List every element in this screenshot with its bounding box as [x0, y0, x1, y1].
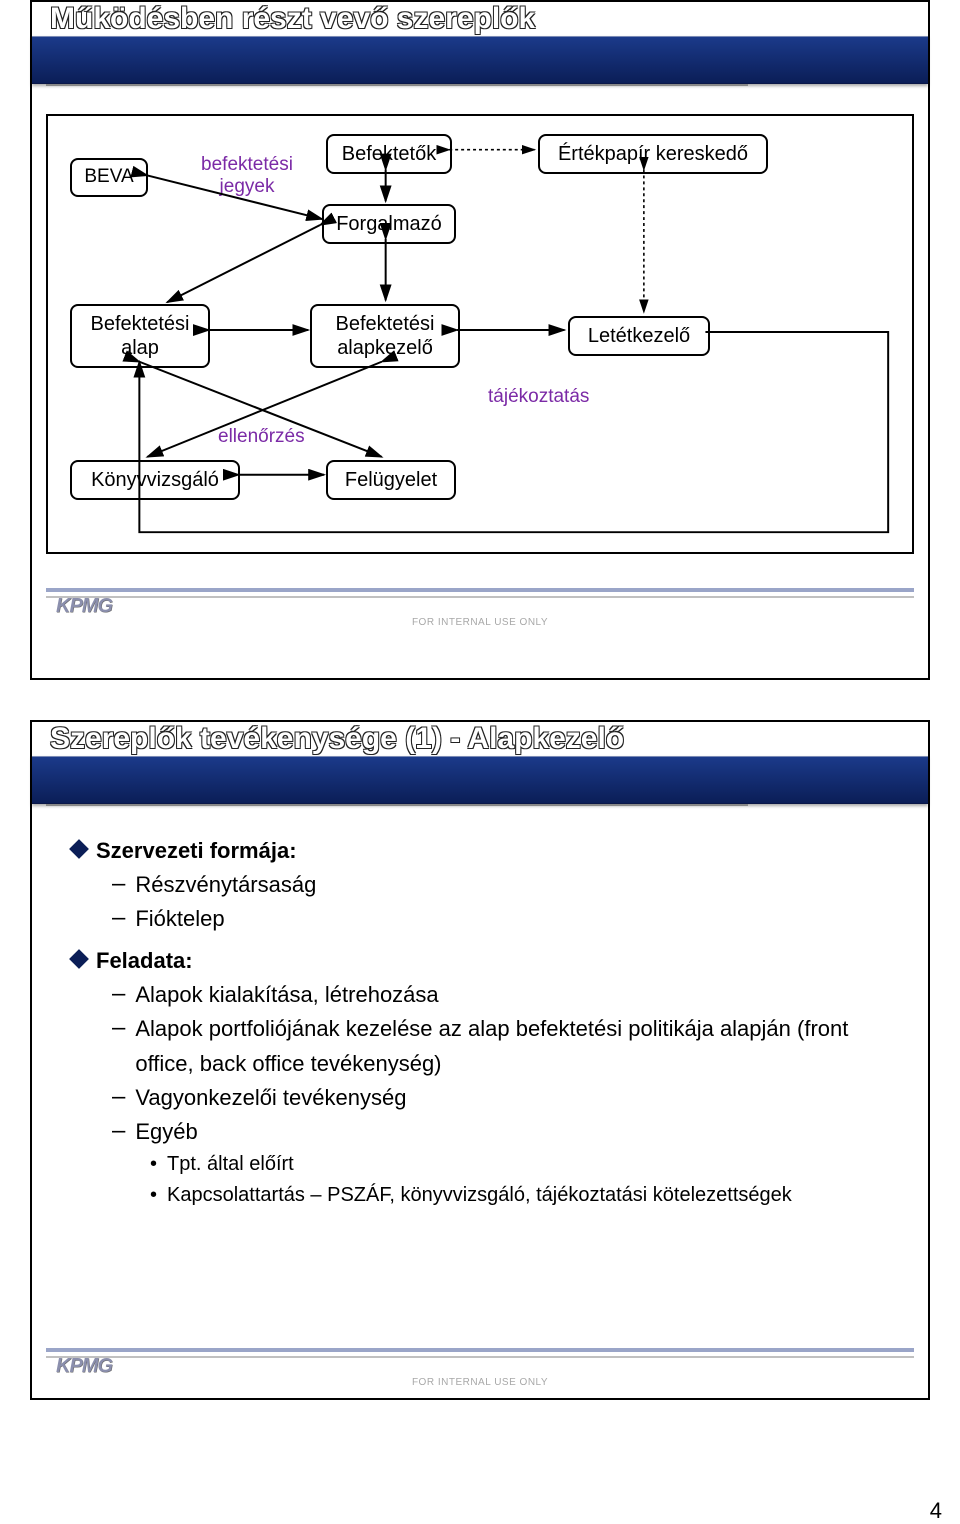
node-alapkezelo-label: Befektetési alapkezelő	[336, 313, 435, 359]
node-befalap-label: Befektetési alap	[91, 313, 190, 359]
b2a: Részvénytársaság	[135, 868, 316, 902]
bullet-l3: • Kapcsolattartás – PSZÁF, könyvvizsgáló,…	[150, 1180, 900, 1211]
b3a: Tpt. által előírt	[167, 1149, 294, 1180]
footer-internal: FOR INTERNAL USE ONLY	[32, 617, 928, 628]
bullet-l2: –Egyéb	[112, 1115, 900, 1149]
footer-line2	[46, 596, 914, 598]
b3b: Kapcsolattartás – PSZÁF, könyvvizsgáló, …	[167, 1180, 792, 1211]
label-befjegyek: befektetési jegyek	[192, 154, 302, 198]
dash-icon: –	[112, 902, 125, 936]
b1a: Szervezeti formája:	[96, 834, 297, 868]
b2b: Fióktelep	[135, 902, 224, 936]
page-number: 4	[930, 1498, 942, 1524]
b2c: Alapok kialakítása, létrehozása	[135, 978, 438, 1012]
slide2-footer: KPMG FOR INTERNAL USE ONLY	[32, 1328, 928, 1398]
node-konyvvizsgalo-label: Könyvvizsgáló	[91, 469, 219, 491]
footer-internal: FOR INTERNAL USE ONLY	[32, 1377, 928, 1388]
title-underline-2	[46, 804, 748, 806]
title-blue-bar	[32, 36, 928, 84]
node-befektetok-label: Befektetők	[342, 143, 437, 165]
footer-line2	[46, 1356, 914, 1358]
diagram-box: BEVA befektetési jegyek Befektetők Forga…	[46, 114, 914, 554]
bullet-l2: –Fióktelep	[112, 902, 900, 936]
label-ellenorzes-text: ellenőrzés	[218, 426, 305, 447]
label-befjegyek-text: befektetési jegyek	[201, 154, 293, 197]
b2e: Vagyonkezelői tevékenység	[135, 1081, 406, 1115]
node-felugyelet: Felügyelet	[326, 460, 456, 500]
title-blue-bar-2	[32, 756, 928, 804]
node-ertekpapir-label: Értékpapír kereskedő	[558, 143, 748, 165]
slide2-title: Szereplők tevékenysége (1) - Alapkezelő	[50, 722, 624, 756]
label-ellenorzes: ellenőrzés	[218, 426, 305, 448]
bullet-l2: –Részvénytársaság	[112, 868, 900, 902]
node-felugyelet-label: Felügyelet	[345, 469, 437, 491]
node-letetkezelo-label: Letétkezelő	[588, 325, 690, 347]
node-forgalmazo: Forgalmazó	[322, 204, 456, 244]
node-ertekpapir: Értékpapír kereskedő	[538, 134, 768, 174]
dot-icon: •	[150, 1149, 157, 1180]
bullet-l2: –Alapok portfoliójának kezelése az alap …	[112, 1012, 900, 1080]
bullet-l1: Feladata:	[72, 944, 900, 978]
dash-icon: –	[112, 978, 125, 1012]
title-underline	[46, 84, 748, 86]
node-beva: BEVA	[70, 158, 148, 197]
title-band: Működésben részt vevő szereplők	[32, 2, 928, 92]
footer-line1	[46, 1348, 914, 1352]
dash-icon: –	[112, 1115, 125, 1149]
dash-icon: –	[112, 1081, 125, 1115]
dot-icon: •	[150, 1180, 157, 1211]
slide1-title: Működésben részt vevő szereplők	[50, 2, 535, 36]
title-band-2: Szereplők tevékenysége (1) - Alapkezelő	[32, 722, 928, 812]
node-konyvvizsgalo: Könyvvizsgáló	[70, 460, 240, 500]
dash-icon: –	[112, 1012, 125, 1080]
node-forgalmazo-label: Forgalmazó	[336, 213, 442, 235]
node-alapkezelo: Befektetési alapkezelő	[310, 304, 460, 368]
node-befektetok: Befektetők	[326, 134, 452, 174]
footer-line1	[46, 588, 914, 592]
slide-1: Működésben részt vevő szereplők BEVA bef…	[30, 0, 930, 680]
diamond-icon	[69, 949, 89, 969]
diamond-icon	[69, 839, 89, 859]
bullet-l2: –Vagyonkezelői tevékenység	[112, 1081, 900, 1115]
node-letetkezelo: Letétkezelő	[568, 316, 710, 356]
label-tajekoztatas: tájékoztatás	[488, 386, 589, 408]
slide-2: Szereplők tevékenysége (1) - Alapkezelő …	[30, 720, 930, 1400]
bullets: Szervezeti formája: –Részvénytársaság –F…	[72, 834, 900, 1211]
kpmg-logo: KPMG	[56, 595, 112, 618]
node-beva-label: BEVA	[84, 166, 133, 187]
b2f: Egyéb	[135, 1115, 197, 1149]
bullet-l1: Szervezeti formája:	[72, 834, 900, 868]
bullet-l3: • Tpt. által előírt	[150, 1149, 900, 1180]
label-tajekoztatas-text: tájékoztatás	[488, 386, 589, 407]
kpmg-logo: KPMG	[56, 1355, 112, 1378]
node-befalap: Befektetési alap	[70, 304, 210, 368]
bullet-l2: –Alapok kialakítása, létrehozása	[112, 978, 900, 1012]
b1b: Feladata:	[96, 944, 193, 978]
b2d: Alapok portfoliójának kezelése az alap b…	[135, 1012, 900, 1080]
dash-icon: –	[112, 868, 125, 902]
slide1-footer: KPMG FOR INTERNAL USE ONLY	[32, 568, 928, 638]
